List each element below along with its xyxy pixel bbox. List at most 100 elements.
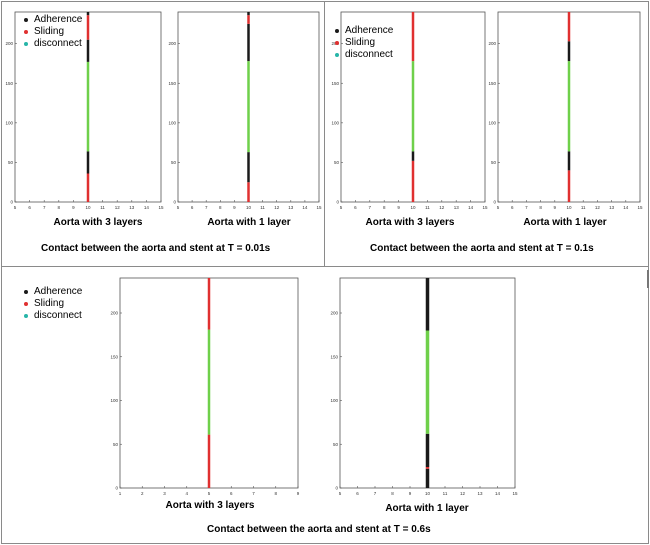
x-tick-label: 15 — [637, 205, 643, 210]
x-tick-label: 6 — [191, 205, 194, 210]
legend-label: Sliding — [34, 298, 65, 309]
x-tick-label: 8 — [383, 205, 386, 210]
chart-title-t01-3layers: Aorta with 3 layers — [365, 217, 455, 228]
x-tick-label: 8 — [219, 205, 222, 210]
x-tick-label: 5 — [208, 491, 211, 496]
y-tick-label: 150 — [488, 81, 496, 86]
x-tick-label: 3 — [163, 491, 166, 496]
y-tick-label: 0 — [335, 486, 338, 491]
x-tick-label: 14 — [144, 205, 150, 210]
x-tick-label: 13 — [609, 205, 615, 210]
x-tick-label: 2 — [141, 491, 144, 496]
y-tick-label: 50 — [491, 160, 497, 165]
x-tick-label: 13 — [129, 205, 135, 210]
chart-title-t06-1layer: Aorta with 1 layer — [385, 503, 469, 514]
x-tick-label: 15 — [158, 205, 164, 210]
panel-caption-t001: Contact between the aorta and stent at T… — [41, 243, 271, 254]
y-tick-label: 0 — [173, 200, 176, 205]
x-tick-label: 12 — [460, 491, 466, 496]
legend-t06: Adherence Sliding disconnect — [22, 286, 82, 322]
x-tick-label: 9 — [233, 205, 236, 210]
x-tick-label: 11 — [260, 205, 265, 210]
x-tick-label: 15 — [316, 205, 322, 210]
x-tick-label: 10 — [566, 205, 572, 210]
y-tick-label: 0 — [493, 200, 496, 205]
x-tick-label: 7 — [252, 491, 255, 496]
legend-label: Adherence — [34, 286, 83, 297]
legend-label: Sliding — [345, 37, 376, 48]
panel-caption-t06: Contact between the aorta and stent at T… — [207, 524, 431, 535]
y-tick-label: 50 — [334, 160, 340, 165]
x-tick-label: 6 — [28, 205, 31, 210]
legend-label: Sliding — [34, 26, 65, 37]
x-tick-label: 5 — [497, 205, 500, 210]
x-tick-label: 9 — [554, 205, 557, 210]
x-tick-label: 5 — [339, 491, 342, 496]
x-tick-label: 11 — [425, 205, 430, 210]
chart-t06-1layer: 5 6 7 8 9 10 11 12 13 14 15 0 50 100 150 200 — [325, 270, 525, 500]
x-tick-label: 10 — [425, 491, 431, 496]
disconnect-dot-icon — [24, 314, 28, 318]
x-tick-label: 14 — [495, 491, 501, 496]
y-tick-label: 150 — [330, 354, 338, 359]
y-tick-label: 50 — [333, 442, 339, 447]
legend-t001: Adherence Sliding disconnect — [22, 14, 82, 50]
y-tick-label: 0 — [10, 200, 13, 205]
y-tick-label: 200 — [5, 41, 13, 46]
x-tick-label: 9 — [72, 205, 75, 210]
chart-t01-1layer: 5 6 7 8 9 10 11 12 13 14 15 0 50 100 150 200 — [485, 0, 645, 215]
legend-item-disconnect: disconnect — [22, 310, 82, 322]
y-tick-label: 200 — [330, 311, 338, 316]
x-tick-label: 8 — [391, 491, 394, 496]
x-tick-label: 6 — [511, 205, 514, 210]
x-tick-label: 12 — [115, 205, 121, 210]
y-tick-label: 100 — [331, 120, 339, 125]
chart-title-t001-3layers: Aorta with 3 layers — [53, 217, 143, 228]
y-tick-label: 50 — [8, 160, 14, 165]
sliding-dot-icon — [335, 41, 339, 45]
x-tick-label: 8 — [274, 491, 277, 496]
x-tick-label: 15 — [482, 205, 488, 210]
x-tick-label: 13 — [477, 491, 483, 496]
y-tick-label: 150 — [5, 81, 13, 86]
y-tick-label: 200 — [110, 311, 118, 316]
x-tick-label: 14 — [623, 205, 629, 210]
x-tick-label: 12 — [439, 205, 445, 210]
y-tick-label: 100 — [5, 120, 13, 125]
y-tick-label: 0 — [336, 200, 339, 205]
x-tick-label: 10 — [246, 205, 252, 210]
y-tick-label: 100 — [330, 398, 338, 403]
chart-title-t01-1layer: Aorta with 1 layer — [523, 217, 607, 228]
chart-title-t001-1layer: Aorta with 1 layer — [207, 217, 291, 228]
x-tick-label: 9 — [397, 205, 400, 210]
x-tick-label: 15 — [512, 491, 518, 496]
x-tick-label: 5 — [177, 205, 180, 210]
disconnect-dot-icon — [335, 53, 339, 57]
legend-item-sliding: Sliding — [22, 298, 82, 310]
x-tick-label: 12 — [595, 205, 601, 210]
x-tick-label: 13 — [288, 205, 294, 210]
chart-svg: 1 2 3 4 5 6 7 8 9 0 50 100 150 200 — [110, 277, 300, 496]
x-tick-label: 7 — [369, 205, 372, 210]
x-tick-label: 5 — [340, 205, 343, 210]
y-tick-label: 50 — [171, 160, 177, 165]
y-tick-label: 100 — [488, 120, 496, 125]
x-tick-label: 6 — [356, 491, 359, 496]
legend-item-disconnect: disconnect — [333, 49, 393, 61]
x-tick-label: 9 — [297, 491, 300, 496]
y-tick-label: 150 — [331, 81, 339, 86]
scrollbar-marker — [647, 270, 649, 288]
x-tick-label: 14 — [468, 205, 474, 210]
x-tick-label: 10 — [410, 205, 416, 210]
x-tick-label: 6 — [230, 491, 233, 496]
y-tick-label: 150 — [110, 354, 118, 359]
x-tick-label: 4 — [185, 491, 188, 496]
legend-item-adherence: Adherence — [22, 14, 82, 26]
y-tick-label: 50 — [113, 442, 119, 447]
